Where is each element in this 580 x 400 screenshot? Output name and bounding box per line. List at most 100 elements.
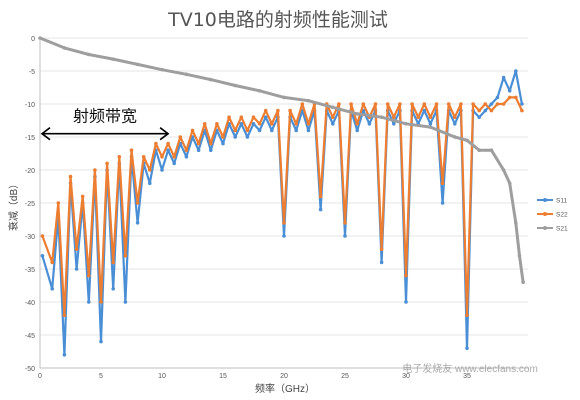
- data-point: [251, 122, 256, 126]
- y-tick-label: -35: [25, 267, 35, 274]
- data-point: [263, 108, 268, 113]
- data-point: [428, 122, 433, 126]
- data-point: [154, 141, 158, 146]
- data-point: [111, 57, 115, 61]
- data-point: [184, 72, 189, 77]
- data-point: [196, 148, 201, 152]
- data-point: [355, 122, 360, 126]
- data-point: [428, 115, 433, 119]
- data-point: [331, 122, 335, 126]
- annotation: 射频带宽: [40, 108, 170, 141]
- data-point: [117, 155, 122, 159]
- y-tick-label: -40: [25, 300, 35, 307]
- data-point: [520, 102, 524, 106]
- data-point: [507, 181, 512, 185]
- data-point: [74, 267, 79, 271]
- data-point: [233, 83, 237, 88]
- data-point: [300, 102, 305, 106]
- data-point: [489, 102, 494, 106]
- legend-item: S22: [537, 212, 568, 219]
- data-point: [398, 102, 402, 106]
- data-point: [471, 102, 475, 106]
- y-tick-label: -45: [25, 333, 35, 340]
- y-tick-label: -15: [25, 135, 35, 142]
- data-point: [379, 260, 384, 265]
- data-point: [196, 141, 201, 146]
- series-area: [38, 36, 525, 357]
- legend-item: S21: [537, 226, 568, 233]
- data-point: [282, 221, 286, 225]
- data-point: [221, 141, 225, 146]
- data-point: [282, 95, 286, 100]
- data-point: [148, 181, 152, 185]
- legend-label: S21: [556, 226, 568, 233]
- y-tick-label: -50: [25, 366, 35, 373]
- chart-title: TV10电路的射频性能测试: [167, 9, 388, 31]
- data-point: [446, 102, 451, 106]
- data-point: [318, 207, 323, 212]
- data-point: [331, 115, 335, 119]
- annotation-arrow-right: [159, 127, 170, 141]
- data-point: [379, 247, 384, 251]
- data-point: [80, 194, 85, 199]
- data-point: [257, 89, 262, 93]
- y-tick-label: -20: [25, 168, 35, 175]
- legend: S11 S22 S21: [537, 198, 568, 233]
- data-point: [483, 102, 488, 106]
- x-tick-label: 0: [38, 373, 42, 380]
- data-point: [306, 98, 311, 103]
- data-point: [87, 273, 91, 278]
- data-point: [410, 102, 414, 106]
- data-point: [62, 313, 67, 318]
- data-point: [62, 46, 67, 50]
- data-point: [294, 128, 299, 133]
- data-point: [306, 128, 311, 133]
- data-point: [501, 168, 506, 172]
- x-tick-label: 20: [280, 373, 288, 380]
- legend-item: S11: [537, 198, 567, 205]
- data-point: [459, 102, 463, 106]
- data-point: [465, 138, 469, 143]
- data-point: [306, 122, 311, 126]
- data-point: [318, 194, 323, 199]
- data-point: [50, 260, 54, 265]
- data-point: [483, 108, 488, 113]
- data-point: [453, 122, 457, 126]
- data-point: [245, 135, 250, 139]
- data-point: [385, 102, 390, 106]
- data-point: [373, 102, 378, 106]
- y-tick-label: -10: [25, 102, 35, 109]
- data-point: [209, 141, 213, 146]
- data-point: [276, 108, 280, 113]
- data-point: [93, 168, 97, 172]
- data-point: [257, 122, 262, 126]
- legend-marker: [543, 198, 547, 202]
- data-point: [184, 148, 189, 152]
- data-point: [99, 300, 103, 304]
- data-point: [270, 122, 274, 126]
- data-point: [56, 201, 61, 205]
- data-point: [477, 115, 482, 119]
- data-point: [38, 36, 42, 40]
- data-point: [215, 122, 219, 126]
- data-point: [440, 181, 445, 185]
- y-tick-label: -5: [29, 69, 35, 76]
- data-point: [489, 148, 494, 152]
- data-point: [477, 148, 482, 152]
- data-point: [257, 128, 262, 133]
- data-point: [367, 122, 372, 126]
- data-point: [129, 148, 134, 152]
- data-point: [422, 102, 427, 106]
- data-point: [392, 122, 396, 126]
- data-point: [50, 287, 54, 291]
- data-point: [166, 141, 170, 146]
- data-point: [202, 122, 207, 126]
- axes: 0-5-10-15-20-25-30-35-40-45-500 5 10 15 20 25…: [25, 36, 528, 380]
- series-S22: [40, 95, 524, 318]
- data-point: [489, 108, 494, 113]
- legend-label: S11: [556, 198, 567, 205]
- data-point: [520, 108, 524, 113]
- x-tick-label: 25: [341, 373, 349, 380]
- data-point: [239, 115, 244, 119]
